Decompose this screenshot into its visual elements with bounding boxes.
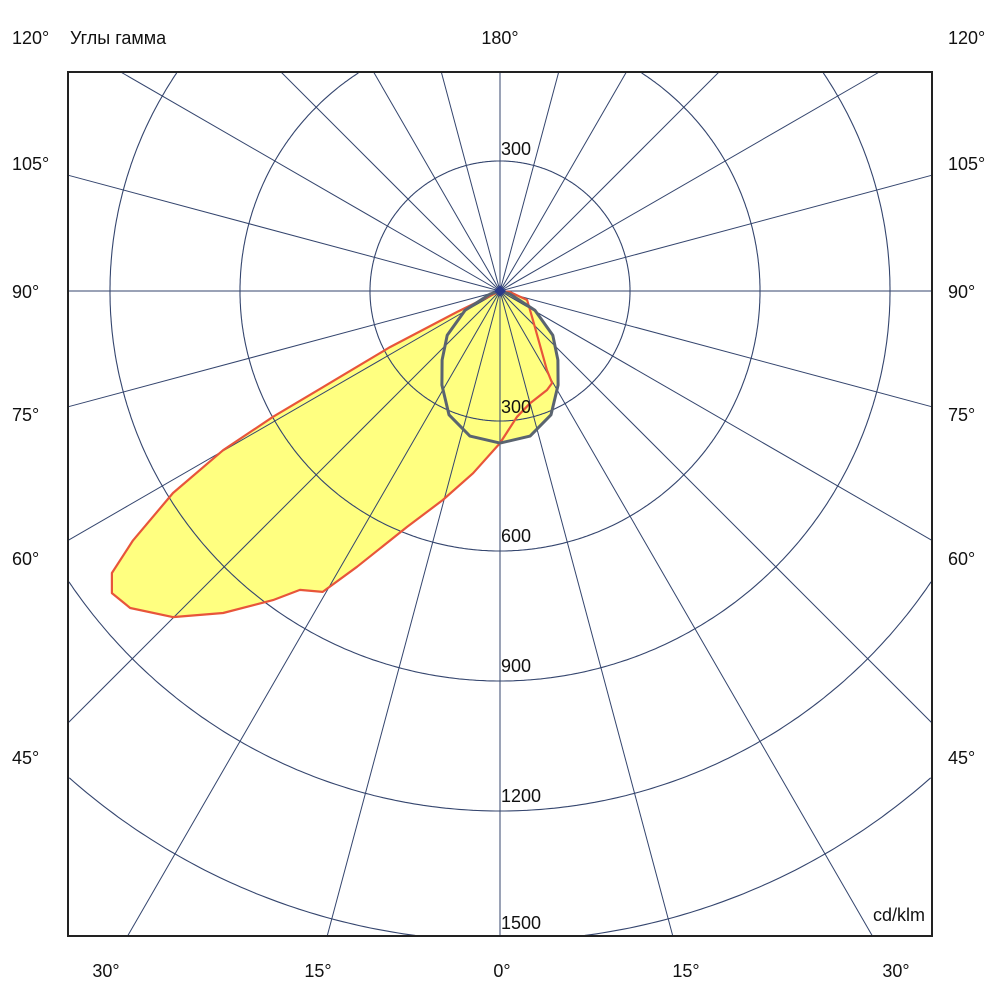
angle-label-left: 105° (12, 154, 49, 174)
grid-spoke (67, 290, 501, 541)
angle-label-top-left: 120° (12, 28, 49, 48)
angle-label-bottom: 15° (304, 961, 331, 981)
intensity-curves (110, 289, 560, 619)
angle-label-left: 90° (12, 282, 39, 302)
angle-axis-label: Углы гамма (70, 28, 167, 48)
grid-spoke (499, 290, 873, 937)
angle-label-right: 75° (948, 405, 975, 425)
angle-label-bottom: 0° (493, 961, 510, 981)
grid-spoke (440, 71, 501, 292)
grid-spoke (499, 71, 880, 292)
grid-ring-600 (239, 72, 761, 552)
unit-label: cd/klm (873, 905, 925, 925)
grid-spoke (499, 290, 933, 541)
grid-spoke (499, 71, 720, 292)
ring-label: 300 (501, 397, 531, 417)
angle-label-top: 180° (481, 28, 518, 48)
center-marker (494, 285, 506, 297)
angle-label-left: 60° (12, 549, 39, 569)
grid-spoke (127, 290, 501, 937)
grid-spoke (67, 290, 501, 724)
angle-label-bottom: 15° (672, 961, 699, 981)
intensity-curve-0 (110, 289, 554, 619)
grid-ring-900 (109, 72, 891, 682)
angle-label-right: 45° (948, 748, 975, 768)
grid-ring-1500 (68, 777, 932, 936)
angle-label-right: 105° (948, 154, 985, 174)
ring-label: 600 (501, 526, 531, 546)
angle-label-top-right: 120° (948, 28, 985, 48)
grid-spoke (499, 174, 933, 292)
angle-label-bottom: 30° (92, 961, 119, 981)
grid-spoke (499, 290, 674, 937)
ring-label: 1200 (501, 786, 541, 806)
grid-ring-1200 (68, 581, 932, 812)
grid-spoke (499, 290, 933, 408)
grid-spoke (67, 174, 501, 292)
grid-spoke (499, 71, 560, 292)
intensity-curve-1 (440, 289, 560, 445)
grid-spoke (280, 71, 501, 292)
polar-grid (67, 71, 933, 937)
grid-spoke (499, 290, 933, 724)
ring-label: 300 (501, 139, 531, 159)
angle-label-right: 60° (948, 549, 975, 569)
grid-spoke (67, 290, 501, 408)
grid-spoke (120, 71, 501, 292)
angle-label-right: 90° (948, 282, 975, 302)
plot-frame (67, 71, 933, 937)
grid-spoke (373, 71, 501, 292)
angle-label-bottom: 30° (882, 961, 909, 981)
angle-label-left: 75° (12, 405, 39, 425)
ring-label: 900 (501, 656, 531, 676)
ring-label: 1500 (501, 913, 541, 933)
grid-spoke (326, 290, 501, 937)
grid-spoke (499, 71, 627, 292)
angle-label-left: 45° (12, 748, 39, 768)
